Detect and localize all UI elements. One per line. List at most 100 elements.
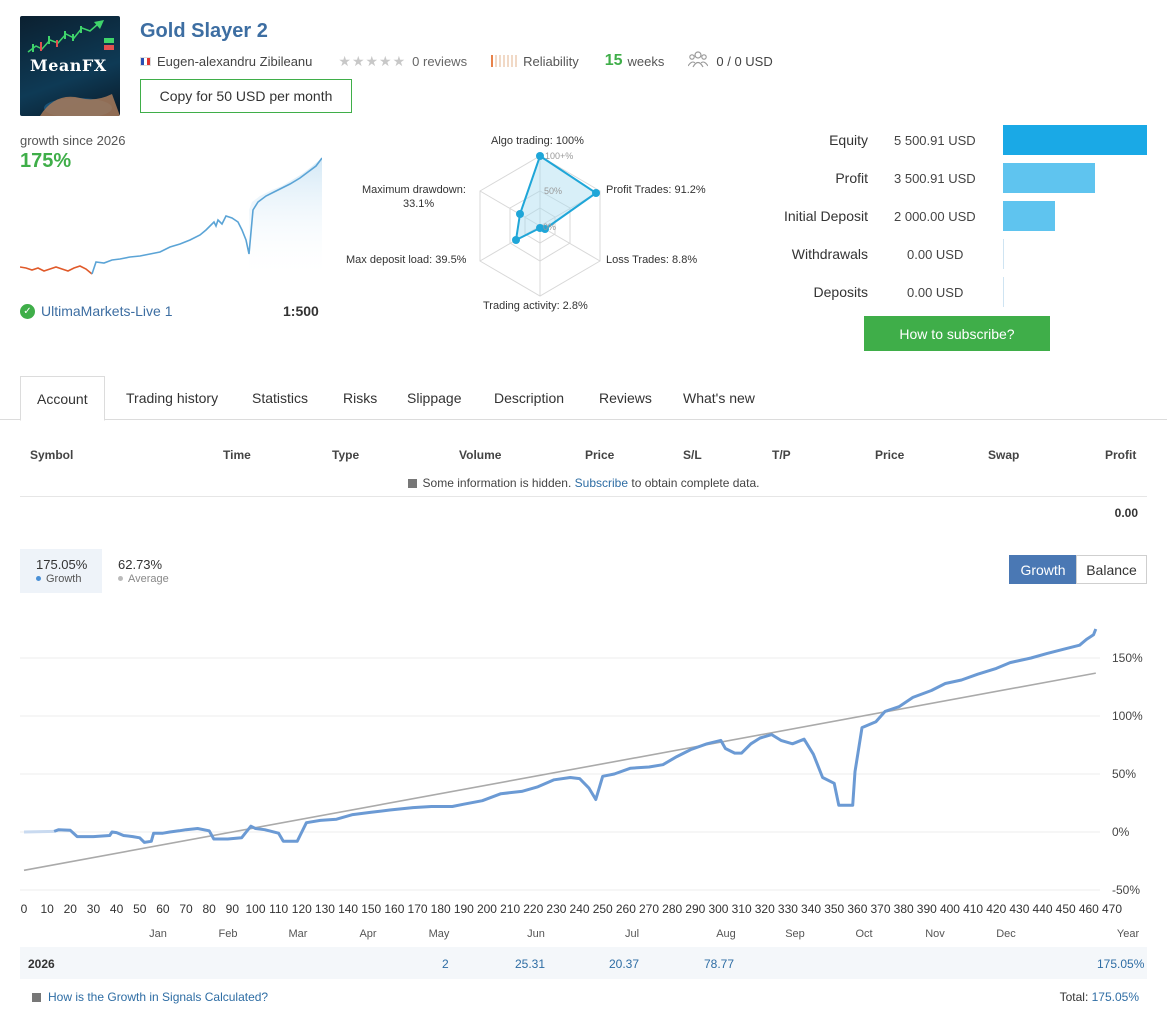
col-swap: Swap bbox=[988, 448, 1020, 462]
growth-series-line bbox=[53, 628, 1098, 844]
month-label: Mar bbox=[289, 928, 308, 940]
x-tick-label: 310 bbox=[732, 902, 752, 916]
x-tick-label: 160 bbox=[384, 902, 404, 916]
footer-total-value: 175.05% bbox=[1091, 990, 1139, 1004]
balance-toggle-button[interactable]: Balance bbox=[1076, 555, 1147, 584]
growth-help-text[interactable]: How is the Growth in Signals Calculated? bbox=[48, 990, 269, 1004]
x-tick-label: 20 bbox=[64, 902, 78, 916]
x-tick-label: 280 bbox=[662, 902, 682, 916]
radar-label-algo: Algo trading: 100% bbox=[491, 135, 584, 147]
tab-bar: Account Trading history Statistics Risks… bbox=[0, 376, 1167, 421]
reviews-count[interactable]: 0 reviews bbox=[412, 53, 468, 69]
reliability-label: Reliability bbox=[523, 53, 579, 69]
signal-meta-row: Eugen-alexandru Zibileanu ★★★★★ 0 review… bbox=[140, 50, 773, 72]
tab-description[interactable]: Description bbox=[494, 390, 565, 406]
x-tick-label: 270 bbox=[639, 902, 659, 916]
x-tick-label: 430 bbox=[1009, 902, 1029, 916]
leverage-value: 1:500 bbox=[283, 303, 319, 319]
x-tick-label: 150 bbox=[361, 902, 381, 916]
broker-name[interactable]: UltimaMarkets-Live 1 bbox=[41, 303, 173, 319]
chart-y-ticks: 150% 100% 50% 0% -50% bbox=[1112, 651, 1143, 897]
france-flag-icon bbox=[140, 56, 151, 66]
profit-value: 3 500.91 USD bbox=[894, 171, 976, 186]
author-name[interactable]: Eugen-alexandru Zibileanu bbox=[157, 53, 313, 69]
subscribers-icon bbox=[687, 50, 709, 72]
radar-label-loss: Loss Trades: 8.8% bbox=[606, 254, 698, 266]
mini-growth-chart bbox=[20, 157, 322, 280]
signal-logo: MeanFX bbox=[20, 16, 120, 116]
x-tick-label: 180 bbox=[431, 902, 451, 916]
subscribe-link[interactable]: Subscribe bbox=[574, 476, 629, 490]
year-aug-value: 78.77 bbox=[704, 957, 735, 971]
average-series-line bbox=[23, 672, 1096, 872]
growth-chart: 150% 100% 50% 0% -50% 0 10 20 30 40 50 60 70 80 90 100… bbox=[20, 628, 1143, 940]
radar-point-drawdown bbox=[516, 210, 524, 218]
radar-point-deposit-load bbox=[512, 236, 520, 244]
x-tick-label: 100 bbox=[245, 902, 265, 916]
growth-dot-icon bbox=[36, 576, 41, 581]
x-tick-label: 370 bbox=[870, 902, 890, 916]
rating-stars-icon: ★★★★★ bbox=[338, 52, 407, 69]
growth-toggle-button[interactable]: Growth bbox=[1009, 555, 1077, 584]
x-tick-label: 390 bbox=[917, 902, 937, 916]
deposits-value: 0.00 USD bbox=[907, 285, 964, 300]
tab-reviews[interactable]: Reviews bbox=[599, 390, 652, 406]
how-to-subscribe-button[interactable]: How to subscribe? bbox=[864, 316, 1050, 351]
x-tick-label: 140 bbox=[338, 902, 358, 916]
month-label: Oct bbox=[855, 928, 872, 940]
month-label: Jan bbox=[149, 928, 167, 940]
growth-help-link[interactable]: How is the Growth in Signals Calculated? bbox=[32, 990, 268, 1004]
month-label: Sep bbox=[785, 928, 805, 940]
year-label: 2026 bbox=[28, 957, 55, 971]
legend-average[interactable]: 62.73% Average bbox=[102, 549, 184, 593]
subscribers-value: 0 / 0 USD bbox=[716, 53, 773, 69]
broker-link[interactable]: ✓ UltimaMarkets-Live 1 bbox=[20, 303, 172, 319]
x-tick-label: 170 bbox=[408, 902, 428, 916]
tab-whats-new[interactable]: What's new bbox=[683, 390, 755, 406]
deposits-bar bbox=[1003, 277, 1004, 307]
month-label: Apr bbox=[359, 928, 376, 940]
growth-value: 175% bbox=[20, 150, 72, 172]
x-tick-label: 470 bbox=[1102, 902, 1122, 916]
legend-growth-label-wrap: Growth bbox=[36, 573, 81, 585]
hidden-info-prefix: Some information is hidden. bbox=[422, 476, 572, 490]
tab-statistics[interactable]: Statistics bbox=[252, 390, 309, 406]
deposits-label: Deposits bbox=[813, 284, 868, 300]
chart-grid bbox=[20, 657, 1100, 891]
col-profit: Profit bbox=[1105, 448, 1137, 462]
x-tick-label: 60 bbox=[156, 902, 170, 916]
signal-title[interactable]: Gold Slayer 2 bbox=[140, 20, 268, 42]
weeks-label: weeks bbox=[627, 53, 665, 69]
month-label: Year bbox=[1117, 928, 1140, 940]
x-tick-label: 300 bbox=[708, 902, 728, 916]
month-label: Feb bbox=[219, 928, 238, 940]
radar-ring-0-label: 0% bbox=[543, 222, 557, 232]
tab-slippage[interactable]: Slippage bbox=[407, 390, 462, 406]
footer-total: Total: 175.05% bbox=[1000, 990, 1139, 1004]
withdrawals-value: 0.00 USD bbox=[907, 247, 964, 262]
reliability-bars-icon bbox=[491, 55, 518, 67]
x-tick-label: 330 bbox=[778, 902, 798, 916]
tab-account[interactable]: Account bbox=[20, 376, 105, 421]
chart-month-labels: Jan Feb Mar Apr May Jun Jul Aug Sep Oct Nov Dec Year bbox=[149, 928, 1139, 940]
equity-label: Equity bbox=[829, 132, 868, 148]
x-tick-label: 260 bbox=[616, 902, 636, 916]
legend-growth[interactable]: 175.05% Growth bbox=[20, 549, 102, 593]
initial-deposit-bar bbox=[1003, 201, 1055, 231]
tab-risks[interactable]: Risks bbox=[343, 390, 378, 406]
copy-subscribe-button[interactable]: Copy for 50 USD per month bbox=[140, 79, 352, 113]
x-tick-label: 340 bbox=[801, 902, 821, 916]
month-label: Nov bbox=[925, 928, 945, 940]
tab-trading-history[interactable]: Trading history bbox=[126, 390, 219, 406]
radar-point-profit bbox=[592, 189, 600, 197]
radar-value-drawdown: 33.1% bbox=[403, 198, 435, 210]
y-tick-label: 0% bbox=[1112, 825, 1130, 839]
growth-series-start-line bbox=[23, 829, 55, 834]
initial-deposit-value: 2 000.00 USD bbox=[894, 209, 976, 224]
month-label: Jun bbox=[527, 928, 545, 940]
hidden-info-note: Some information is hidden. Subscribe to… bbox=[0, 476, 1167, 490]
year-summary-row bbox=[20, 947, 1147, 979]
legend-average-label: Average bbox=[128, 573, 169, 585]
x-tick-label: 210 bbox=[500, 902, 520, 916]
col-time: Time bbox=[223, 448, 251, 462]
